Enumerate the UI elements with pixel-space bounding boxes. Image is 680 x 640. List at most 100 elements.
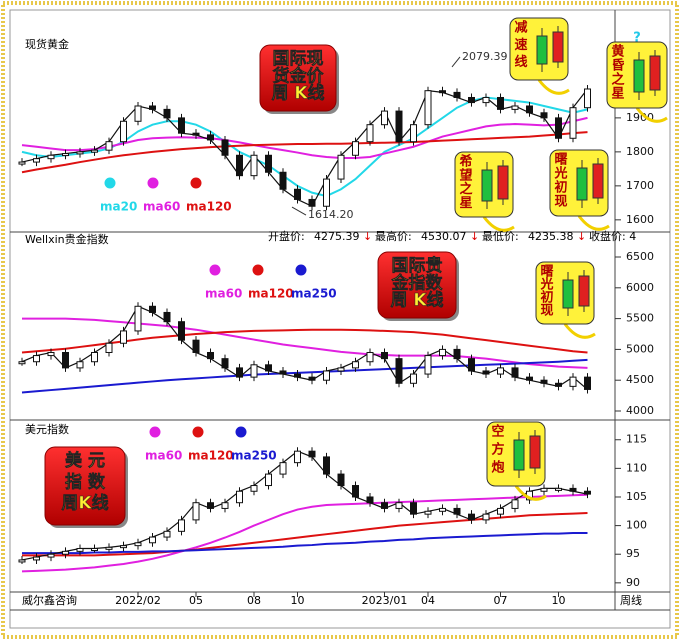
- low-pointer: [291, 206, 307, 216]
- connector: [635, 107, 668, 123]
- legend-swatch: [234, 425, 248, 439]
- candle: [337, 473, 345, 487]
- candle: [163, 311, 171, 323]
- pattern-text: 星: [611, 87, 624, 102]
- candle: [511, 367, 519, 378]
- candle: [381, 502, 388, 509]
- callout-text: 周K线: [61, 493, 108, 514]
- candle: [250, 364, 258, 378]
- candle: [482, 96, 490, 104]
- legend-swatch: [208, 263, 222, 277]
- candle: [453, 91, 461, 98]
- icon-candle: [497, 165, 509, 200]
- legend-swatch: [294, 263, 308, 277]
- candle: [163, 108, 171, 119]
- candle: [279, 462, 287, 475]
- callout-text: 金指数: [391, 272, 444, 293]
- candle: [468, 96, 475, 104]
- x-tick-label: 05: [189, 594, 203, 607]
- callout-text: 周 K线: [390, 290, 443, 311]
- candle: [584, 376, 591, 390]
- pattern-text: 光: [553, 166, 567, 182]
- candle: [540, 112, 548, 119]
- pattern-mark: ?: [633, 31, 641, 46]
- candle: [91, 149, 98, 153]
- candle: [308, 198, 316, 207]
- icon-candle: [481, 169, 493, 202]
- candle: [134, 305, 142, 332]
- callout-text: 国际贵: [392, 255, 443, 276]
- candle: [62, 351, 69, 369]
- y-tick-label: 1600: [626, 213, 654, 226]
- candle: [511, 499, 519, 509]
- x-tick-label: 07: [494, 594, 508, 607]
- pattern-text: 速: [514, 37, 527, 53]
- pattern-text: 之: [611, 72, 624, 88]
- pattern-text: 光: [539, 277, 553, 293]
- candle: [18, 161, 26, 165]
- candle: [33, 158, 40, 163]
- candle: [555, 117, 562, 139]
- candle: [76, 361, 84, 369]
- candle: [47, 351, 55, 357]
- candle: [91, 547, 98, 551]
- icon-candle: [562, 279, 574, 309]
- pattern-text: 曙: [554, 153, 567, 168]
- icon-candle: [649, 55, 661, 91]
- info-label: 收盘价: 4: [589, 229, 636, 243]
- y-tick-label: 100: [626, 519, 647, 532]
- price-line: [21, 305, 588, 390]
- legend-swatch: [103, 176, 117, 190]
- candle: [482, 513, 490, 521]
- candle: [236, 367, 243, 378]
- low-label: 1614.20: [308, 208, 354, 221]
- candle: [555, 487, 562, 491]
- legend-swatch: [189, 176, 203, 190]
- candle: [381, 351, 388, 360]
- candle: [569, 107, 577, 139]
- legend-swatch: [148, 425, 162, 439]
- candle: [294, 373, 301, 378]
- y-tick-label: 1900: [626, 111, 654, 124]
- candle: [265, 154, 272, 173]
- candle: [76, 151, 84, 155]
- candle: [584, 88, 591, 109]
- candle: [540, 487, 548, 492]
- period: 周线: [620, 593, 642, 607]
- icon-candle: [592, 163, 604, 199]
- info-arrow: ↓: [577, 230, 586, 243]
- info-value: 4275.39: [314, 230, 360, 243]
- ma-line: [22, 532, 588, 555]
- candle: [468, 358, 475, 372]
- y-tick-label: 95: [626, 547, 640, 560]
- connector: [577, 215, 610, 231]
- candle: [424, 510, 432, 515]
- y-tick-label: 105: [626, 490, 647, 503]
- pattern-text: 昏: [611, 58, 624, 74]
- pattern-text: 减: [514, 20, 527, 36]
- candle: [482, 370, 490, 375]
- candle: [511, 105, 519, 110]
- candle: [149, 105, 156, 110]
- legend-label: ma60: [145, 449, 182, 463]
- pattern-text: 方: [491, 442, 504, 458]
- candle: [352, 485, 359, 498]
- info-label: 开盘价:: [268, 229, 305, 243]
- info-label: 最低价:: [482, 230, 519, 243]
- pattern-text: 之: [459, 181, 472, 197]
- icon-candle: [578, 275, 590, 307]
- candle: [439, 507, 446, 512]
- x-tick-label: 2023/01: [362, 594, 408, 607]
- candle: [526, 105, 533, 114]
- callout-text: 货金价: [273, 65, 325, 86]
- y-tick-label: 4000: [626, 404, 654, 417]
- candle: [18, 559, 26, 563]
- candle: [584, 490, 591, 495]
- info-arrow: ↓: [470, 230, 479, 243]
- candle: [497, 367, 504, 375]
- ma-line: [21, 131, 588, 174]
- inner-frame: [9, 9, 671, 629]
- y-tick-label: 1800: [626, 145, 654, 158]
- callout-text: 美 元: [65, 450, 105, 471]
